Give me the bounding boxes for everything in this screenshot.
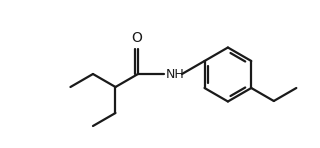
Text: O: O — [131, 31, 142, 45]
Text: NH: NH — [166, 67, 185, 81]
